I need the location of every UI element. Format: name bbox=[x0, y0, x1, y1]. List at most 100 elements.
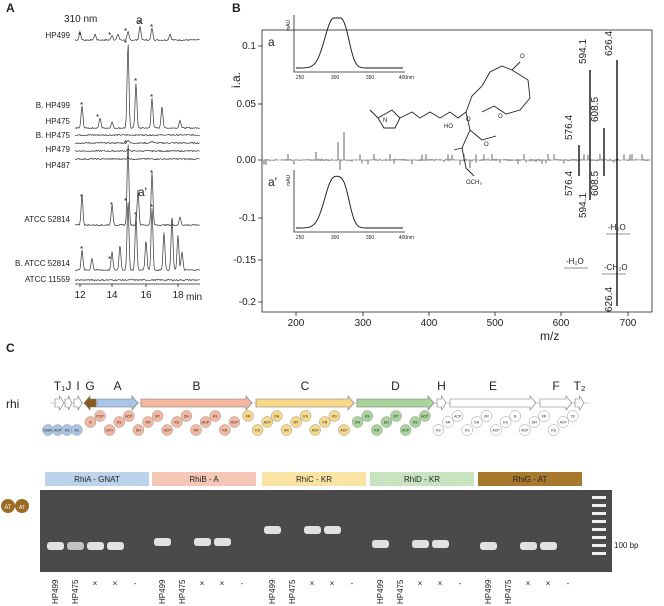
domain bbox=[471, 416, 483, 428]
y-tick-label: -0.2 bbox=[239, 297, 257, 308]
domain-label: DH bbox=[355, 420, 361, 424]
gene-arrow bbox=[83, 395, 97, 411]
lane-label: HP475 bbox=[396, 579, 405, 604]
chromatogram-trace bbox=[74, 139, 200, 145]
domain bbox=[351, 416, 364, 428]
uv-spectrum bbox=[296, 17, 403, 69]
lane-label: HP475 bbox=[288, 579, 297, 604]
peak-marker: * bbox=[134, 211, 137, 220]
domain bbox=[123, 410, 135, 422]
domain bbox=[299, 410, 312, 422]
primer-label: RhiB - A bbox=[189, 475, 219, 484]
domain-label: B bbox=[514, 414, 517, 418]
lane-label: - bbox=[134, 579, 137, 588]
domain bbox=[419, 410, 431, 422]
domain bbox=[228, 416, 241, 428]
gene-arrow bbox=[436, 394, 447, 412]
peak-label: 576.4 bbox=[564, 171, 575, 196]
lane-label: - bbox=[241, 579, 244, 588]
gel-band bbox=[194, 538, 211, 546]
structure-label: O bbox=[520, 54, 525, 60]
primer-box bbox=[478, 472, 582, 486]
domain-label: KR bbox=[222, 428, 227, 432]
y-tick-label: -0.1 bbox=[239, 213, 257, 224]
trace-label: HP499 bbox=[46, 31, 71, 40]
domain-label: KS bbox=[413, 420, 418, 424]
domain bbox=[519, 424, 531, 436]
domain-label: KS bbox=[465, 428, 470, 432]
peak-marker: * bbox=[108, 31, 111, 40]
domain-label: ACP bbox=[402, 428, 410, 432]
gene-arrow bbox=[255, 395, 355, 411]
domain-label: ACP bbox=[312, 428, 320, 432]
spectrum-noise bbox=[263, 132, 649, 170]
y-tick-label: -0.15 bbox=[233, 255, 256, 266]
peak-marker: * bbox=[80, 101, 83, 110]
domain-label: DH bbox=[384, 420, 390, 424]
lane-label: HP475 bbox=[504, 579, 513, 604]
primer-label: RhiA - GNAT bbox=[74, 475, 120, 484]
gel-band bbox=[154, 538, 171, 546]
lane-label: × bbox=[200, 579, 205, 588]
inset-tick-label: 350 bbox=[366, 75, 375, 81]
domain-label: KR bbox=[284, 428, 289, 432]
domain-label: DH bbox=[136, 428, 142, 432]
lane-label: HP499 bbox=[158, 579, 167, 604]
gel-band bbox=[47, 542, 64, 550]
ladder-band bbox=[592, 528, 606, 531]
inset-tick-label: 300 bbox=[331, 235, 340, 241]
gene-label: J bbox=[66, 379, 72, 393]
marker-label: 100 bp bbox=[614, 541, 639, 550]
structure-label: N bbox=[383, 118, 387, 124]
plot-frame bbox=[261, 29, 653, 313]
domain bbox=[71, 424, 83, 436]
domain bbox=[190, 424, 202, 436]
panel-label: A bbox=[6, 1, 15, 15]
peak-label: 594.1 bbox=[578, 39, 589, 64]
domain bbox=[567, 410, 579, 422]
gene-label: T₂ bbox=[574, 379, 586, 393]
domain bbox=[509, 410, 521, 422]
x-tick-label: 600 bbox=[553, 318, 570, 329]
primer-label: RhiD - KR bbox=[404, 475, 440, 484]
domain-label: KS bbox=[65, 428, 70, 432]
x-tick-label: 200 bbox=[288, 318, 305, 329]
y-tick-label: 0.05 bbox=[237, 99, 257, 110]
panel-label: C bbox=[6, 341, 15, 355]
peak-marker: * bbox=[138, 19, 141, 28]
primer-label: RhiC - KR bbox=[296, 475, 332, 484]
trace-label: ATCC 52814 bbox=[24, 215, 70, 224]
ladder-band bbox=[592, 536, 606, 539]
domain bbox=[161, 424, 173, 436]
domain-label: KS bbox=[117, 420, 122, 424]
domain-label: KR bbox=[542, 414, 547, 418]
wavelength: 310 nm bbox=[64, 14, 97, 25]
lane-label: HP499 bbox=[51, 579, 60, 604]
domain-label: GNAT bbox=[43, 428, 53, 432]
domain bbox=[242, 410, 254, 422]
at-domain bbox=[15, 499, 29, 513]
gel-band bbox=[87, 542, 104, 550]
trace-label: B. ATCC 52814 bbox=[15, 259, 71, 268]
y-tick-label: 0.00 bbox=[237, 155, 257, 166]
peak-label: 594.1 bbox=[578, 193, 589, 218]
domain-label: ACP bbox=[164, 428, 172, 432]
inset-y-label: mAU bbox=[286, 20, 292, 32]
uv-spectrum bbox=[296, 175, 403, 229]
domain-label: PCP bbox=[96, 414, 104, 418]
inset-tick-label: 300 bbox=[331, 75, 340, 81]
domain-label: ACP bbox=[231, 420, 239, 424]
gene-arrow bbox=[96, 395, 139, 411]
structure-label: O bbox=[484, 142, 489, 148]
domain-label: DH bbox=[532, 420, 538, 424]
domain bbox=[142, 416, 154, 428]
peak-label: 608.5 bbox=[590, 97, 601, 122]
domain-label: MT bbox=[393, 414, 399, 418]
domain-label: KR bbox=[374, 428, 379, 432]
peak-label: 576.4 bbox=[564, 115, 575, 140]
peak-marker: * bbox=[78, 31, 81, 40]
chromatogram-trace bbox=[74, 156, 200, 161]
lane-label: × bbox=[330, 579, 335, 588]
lane-label: - bbox=[459, 579, 462, 588]
inset-tick-label: 250 bbox=[296, 235, 305, 241]
